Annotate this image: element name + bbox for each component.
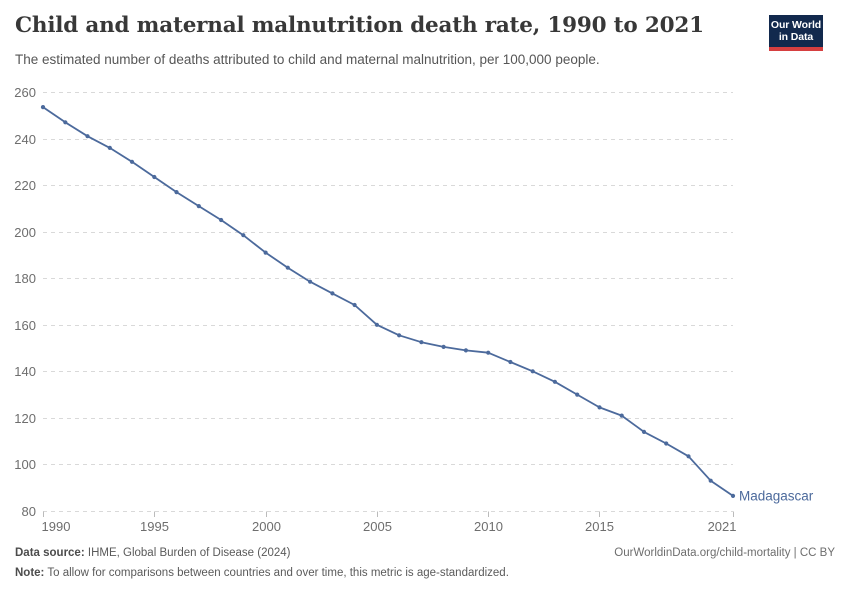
y-axis-label-80: 80 xyxy=(22,504,36,519)
y-axis-label-200: 200 xyxy=(14,225,36,240)
y-axis-label-180: 180 xyxy=(14,271,36,286)
y-axis-label-140: 140 xyxy=(14,364,36,379)
data-point-1999[interactable] xyxy=(241,233,246,238)
data-point-2012[interactable] xyxy=(530,369,535,374)
x-axis-label-2005: 2005 xyxy=(363,519,392,534)
y-axis-label-100: 100 xyxy=(14,457,36,472)
data-point-2015[interactable] xyxy=(597,405,602,410)
data-point-1997[interactable] xyxy=(196,204,201,209)
y-axis-label-260: 260 xyxy=(14,85,36,100)
note-text: To allow for comparisons between countri… xyxy=(47,567,509,579)
data-point-2018[interactable] xyxy=(664,441,669,446)
data-point-2014[interactable] xyxy=(575,392,580,397)
data-point-2013[interactable] xyxy=(552,379,558,384)
data-point-2019[interactable] xyxy=(686,454,691,459)
owid-logo: Our World in Data xyxy=(769,15,823,51)
note-label: Note: xyxy=(15,567,45,579)
series-line-madagascar xyxy=(42,106,734,497)
data-point-1994[interactable] xyxy=(129,159,135,164)
data-point-1996[interactable] xyxy=(174,190,179,195)
data-point-2010[interactable] xyxy=(486,350,491,355)
x-axis-label-2021: 2021 xyxy=(708,519,737,534)
data-point-2008[interactable] xyxy=(441,344,446,349)
chart-footer: Data source: IHME, Global Burden of Dise… xyxy=(15,546,835,580)
data-point-2021[interactable] xyxy=(730,493,736,498)
data-source: Data source: IHME, Global Burden of Dise… xyxy=(15,546,291,560)
data-point-2016[interactable] xyxy=(619,413,624,418)
chart-note: Note: To allow for comparisons between c… xyxy=(15,566,835,580)
data-point-2001[interactable] xyxy=(285,265,290,270)
data-source-label: Data source: xyxy=(15,547,85,559)
data-point-2009[interactable] xyxy=(463,348,468,353)
data-point-2004[interactable] xyxy=(352,302,357,308)
x-axis-label-1990: 1990 xyxy=(42,519,71,534)
data-source-text: IHME, Global Burden of Disease (2024) xyxy=(87,547,291,559)
data-point-1993[interactable] xyxy=(107,145,112,150)
chart-title: Child and maternal malnutrition death ra… xyxy=(15,13,704,38)
entity-label-madagascar[interactable]: Madagascar xyxy=(739,488,814,503)
data-point-1995[interactable] xyxy=(152,174,157,180)
x-axis-label-1995: 1995 xyxy=(140,519,169,534)
owid-license-link[interactable]: OurWorldinData.org/child-mortality | CC … xyxy=(614,547,835,559)
line-chart-canvas: 80 100 120 140 160 180 200 220 240 260 1990 1995 200… xyxy=(14,85,814,534)
data-point-2002[interactable] xyxy=(308,279,313,284)
data-point-2017[interactable] xyxy=(641,429,647,434)
data-point-1990[interactable] xyxy=(40,105,46,110)
y-axis-label-240: 240 xyxy=(14,132,36,147)
y-axis-label-120: 120 xyxy=(14,411,36,426)
data-point-1991[interactable] xyxy=(63,120,68,125)
x-axis-label-2015: 2015 xyxy=(585,519,614,534)
logo-line-2: in Data xyxy=(778,30,814,43)
data-point-2020[interactable] xyxy=(708,478,713,483)
y-axis-label-220: 220 xyxy=(14,178,36,193)
data-point-2005[interactable] xyxy=(374,322,379,327)
y-axis-label-160: 160 xyxy=(14,318,36,333)
data-point-2007[interactable] xyxy=(419,340,424,345)
data-point-2011[interactable] xyxy=(508,359,513,365)
logo-line-1: Our World xyxy=(770,19,822,31)
x-axis-label-2010: 2010 xyxy=(474,519,503,534)
data-point-2006[interactable] xyxy=(397,333,402,338)
data-point-1992[interactable] xyxy=(85,134,90,139)
data-point-2003[interactable] xyxy=(330,291,335,296)
x-axis-label-2000: 2000 xyxy=(252,519,281,534)
data-point-1998[interactable] xyxy=(219,217,224,223)
data-point-2000[interactable] xyxy=(263,250,268,255)
chart-subtitle: The estimated number of deaths attribute… xyxy=(15,52,600,67)
